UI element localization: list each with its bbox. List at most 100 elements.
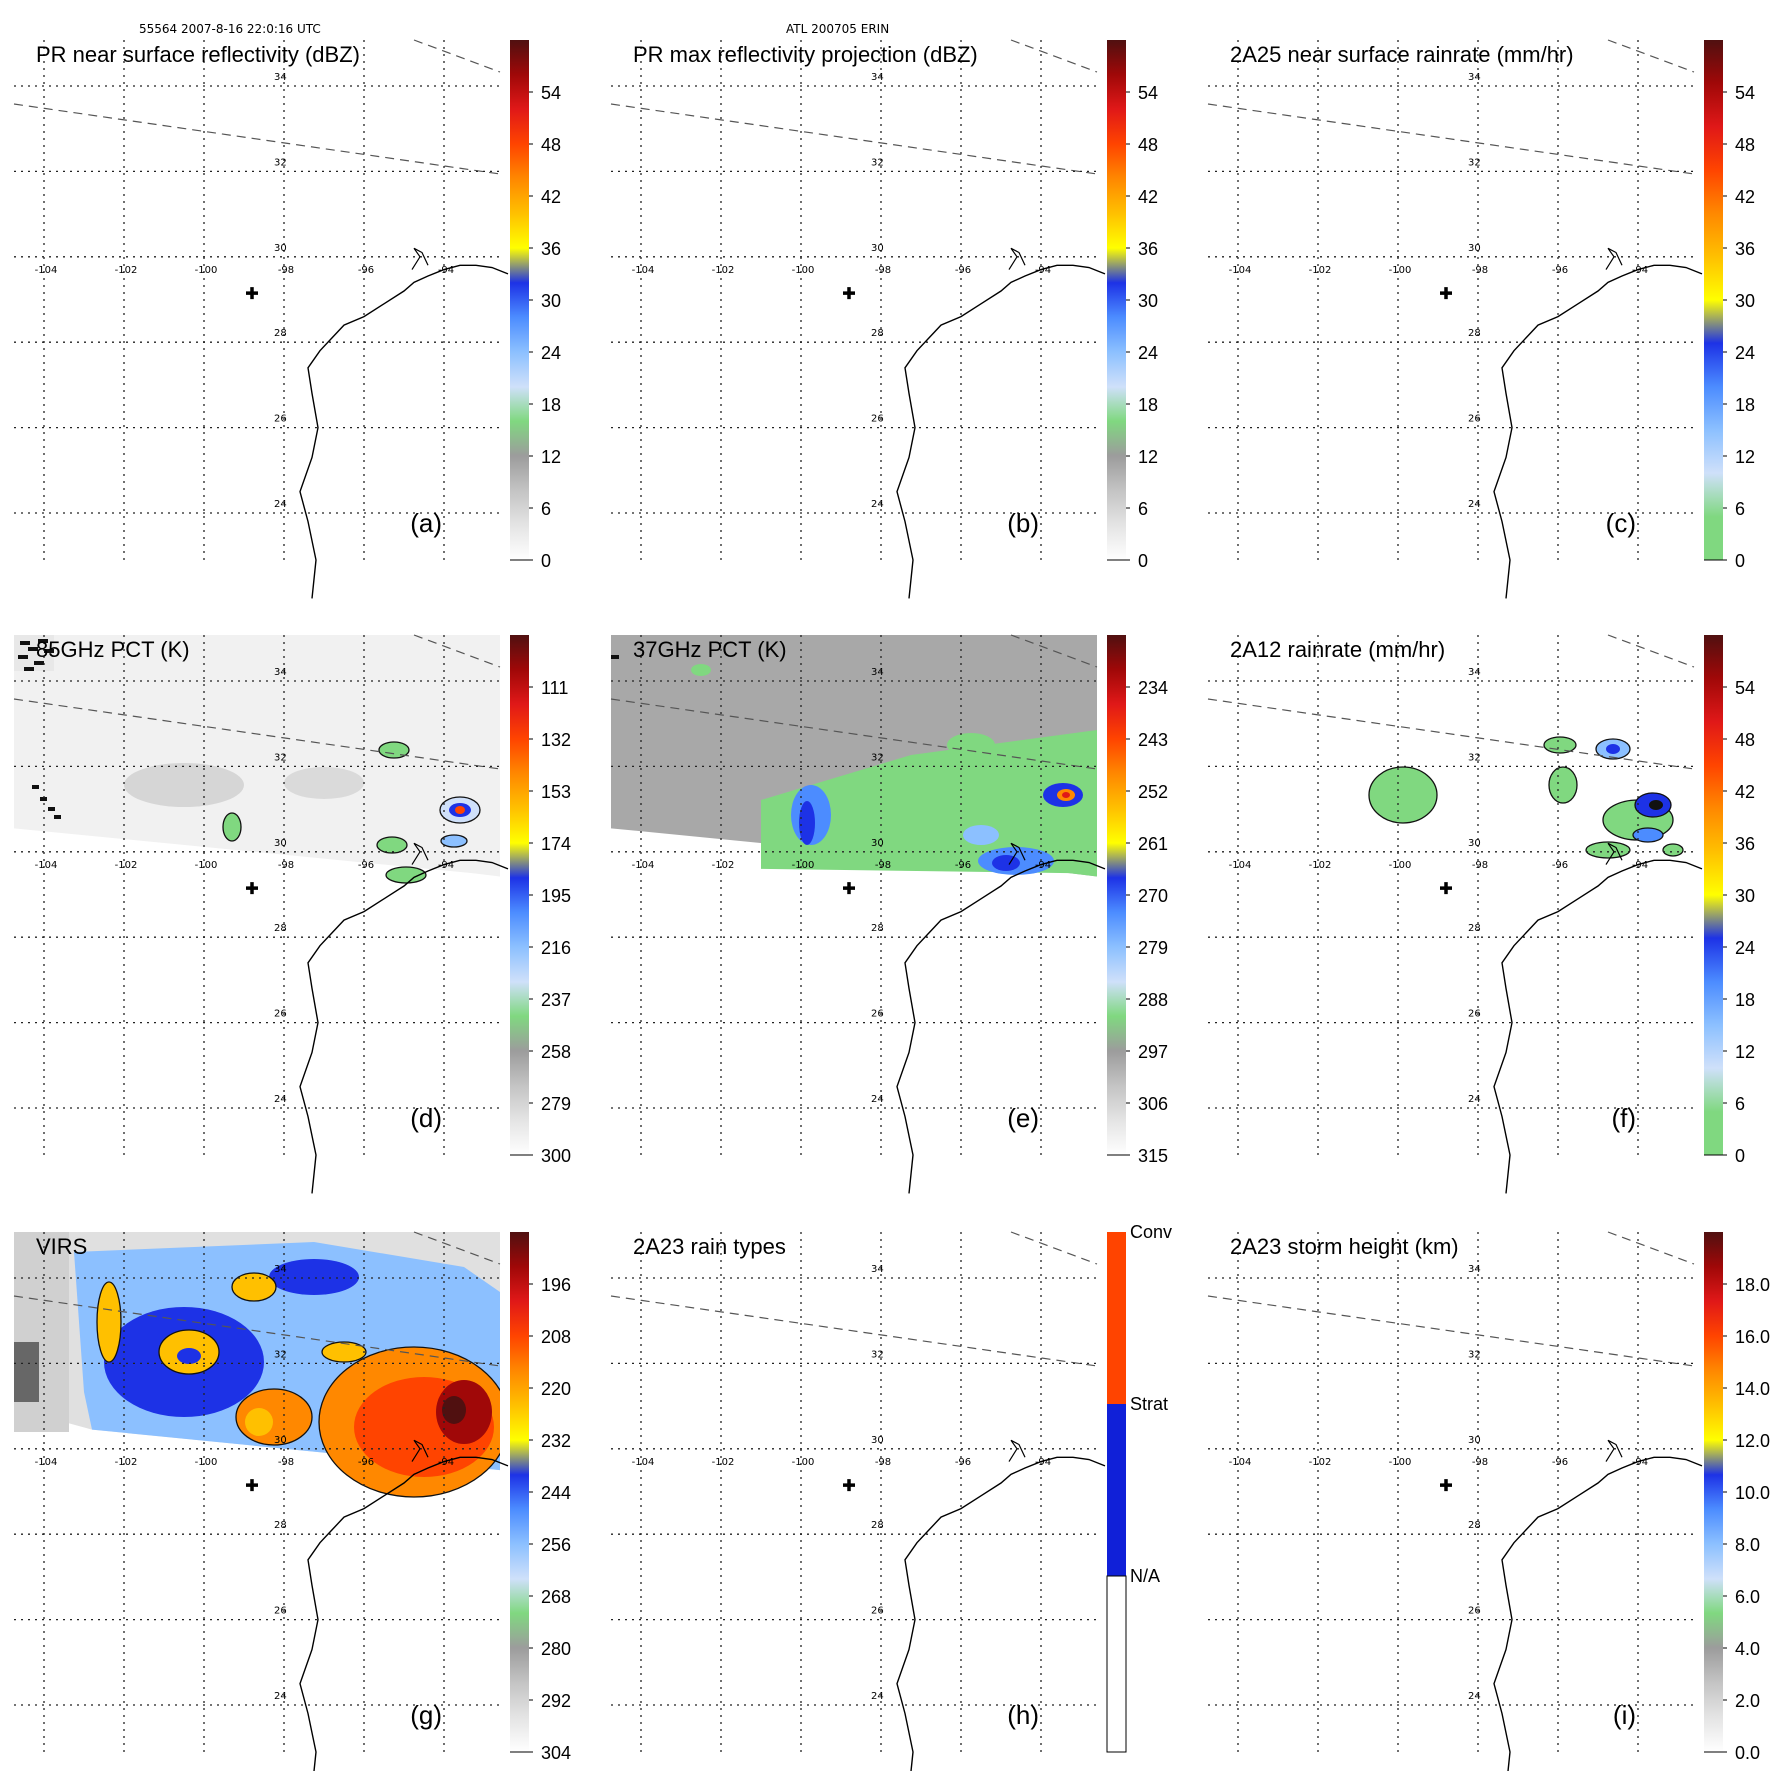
colorbar xyxy=(1704,40,1723,560)
colorbar-tick-label: 243 xyxy=(1138,730,1168,750)
lat-tick-label: 30 xyxy=(1468,243,1481,254)
lon-tick-label: -104 xyxy=(35,860,58,871)
colorbar-conv-segment xyxy=(1107,1232,1126,1404)
panel-letter: (d) xyxy=(410,1103,442,1133)
lat-tick-label: 28 xyxy=(871,923,884,934)
coastline-bay xyxy=(1008,1439,1026,1462)
lat-tick-label: 32 xyxy=(1468,1349,1481,1360)
panel-title: PR near surface reflectivity (dBZ) xyxy=(36,42,360,67)
swath-edge-line xyxy=(1207,103,1695,175)
colorbar-tick-label: 42 xyxy=(541,187,561,207)
colorbar-strat-segment xyxy=(1107,1404,1126,1576)
convective-cell xyxy=(440,834,468,848)
coastline xyxy=(1493,264,1703,599)
lon-tick-label: -94 xyxy=(1632,1457,1648,1468)
lon-tick-label: -100 xyxy=(195,265,218,276)
lon-tick-label: -102 xyxy=(1309,1457,1332,1468)
lon-tick-label: -104 xyxy=(632,1457,655,1468)
lat-tick-label: 32 xyxy=(274,1349,287,1360)
orbit-time-label: 55564 2007-8-16 22:0:16 UTC xyxy=(139,22,321,36)
colorbar-tick-label: 216 xyxy=(541,938,571,958)
colorbar-tick-label: 12 xyxy=(1735,447,1755,467)
lon-tick-label: -104 xyxy=(35,265,58,276)
noise-pixel xyxy=(28,647,38,651)
lon-tick-label: -98 xyxy=(875,860,891,871)
cold-top xyxy=(231,1272,277,1302)
coastline-bay xyxy=(1605,1439,1623,1462)
lon-tick-label: -96 xyxy=(1552,265,1568,276)
panel-title: 2A23 rain types xyxy=(633,1234,786,1259)
colorbar-tick-label: 24 xyxy=(1735,343,1755,363)
lon-tick-label: -98 xyxy=(278,860,294,871)
colorbar-tick-label: 196 xyxy=(541,1275,571,1295)
colorbar-tick-label: 30 xyxy=(1735,291,1755,311)
lon-tick-label: -100 xyxy=(195,1457,218,1468)
noise-pixel xyxy=(48,807,55,811)
colorbar-tick-label: 252 xyxy=(1138,782,1168,802)
colorbar-tick-label: 12.0 xyxy=(1735,1431,1770,1451)
panel-title: 37GHz PCT (K) xyxy=(633,637,787,662)
lon-tick-label: -102 xyxy=(115,860,138,871)
colorbar-tick-label: 279 xyxy=(541,1094,571,1114)
lat-tick-label: 32 xyxy=(274,752,287,763)
lat-tick-label: 26 xyxy=(871,1009,884,1020)
swath-edge-line xyxy=(1010,634,1098,668)
colorbar-tick-label: 54 xyxy=(1735,678,1755,698)
lat-tick-label: 34 xyxy=(274,1264,287,1275)
convective-cell xyxy=(376,836,408,854)
colorbar-tick-label: 30 xyxy=(541,291,561,311)
colorbar-tick-label: 315 xyxy=(1138,1146,1168,1166)
panel-title: 2A25 near surface rainrate (mm/hr) xyxy=(1230,42,1574,67)
colorbar-tick-label: 16.0 xyxy=(1735,1327,1770,1347)
noise-patch xyxy=(14,1342,39,1402)
lat-tick-label: 32 xyxy=(274,157,287,168)
lon-tick-label: -94 xyxy=(1035,860,1051,871)
lon-tick-label: -96 xyxy=(1552,860,1568,871)
colorbar xyxy=(510,40,529,560)
lon-tick-label: -102 xyxy=(712,1457,735,1468)
colorbar-tick-label: 54 xyxy=(1735,83,1755,103)
lon-tick-label: -98 xyxy=(278,1457,294,1468)
colorbar-tick-label: 12 xyxy=(1735,1042,1755,1062)
convective-cell xyxy=(378,741,410,759)
colorbar-tick-label: 220 xyxy=(541,1379,571,1399)
colorbar-tick-label: 36 xyxy=(1138,239,1158,259)
lat-tick-label: 26 xyxy=(871,414,884,425)
lat-tick-label: 24 xyxy=(1468,1094,1481,1105)
colorbar-tick-label: 6 xyxy=(1735,1094,1745,1114)
colorbar-tick-label: 300 xyxy=(541,1146,571,1166)
panel-letter: (i) xyxy=(1613,1700,1636,1730)
colorbar-tick-label: 0 xyxy=(1735,1146,1745,1166)
panel-i: -104 -102 -100 -98 -96 -94 34 32 30 28 26 24 2A23 st… xyxy=(1207,1231,1770,1771)
lon-tick-label: -102 xyxy=(115,1457,138,1468)
panel-letter: (c) xyxy=(1606,508,1636,538)
colorbar-tick-label: 232 xyxy=(541,1431,571,1451)
colorbar xyxy=(1704,1232,1723,1752)
panel-a: -104 -102 -100 -98 -96 -94 34 32 30 28 26 24 PR near… xyxy=(13,39,561,599)
lat-tick-label: 26 xyxy=(274,1009,287,1020)
lon-tick-label: -100 xyxy=(1389,1457,1412,1468)
lat-tick-label: 24 xyxy=(274,1094,287,1105)
colorbar-tick-label: 0 xyxy=(1138,551,1148,571)
lat-tick-label: 34 xyxy=(871,1264,884,1275)
lat-tick-label: 26 xyxy=(1468,1606,1481,1617)
lat-tick-label: 28 xyxy=(1468,923,1481,934)
lon-tick-label: -100 xyxy=(1389,860,1412,871)
colorbar-na-segment xyxy=(1106,1575,1127,1753)
panel-letter: (b) xyxy=(1007,508,1039,538)
swath-edge-line xyxy=(1607,39,1695,73)
rain-area xyxy=(1548,766,1578,804)
panel-title: 85GHz PCT (K) xyxy=(36,637,190,662)
lat-tick-label: 28 xyxy=(274,328,287,339)
lon-tick-label: -100 xyxy=(792,860,815,871)
panel-letter: (f) xyxy=(1611,1103,1636,1133)
lon-tick-label: -102 xyxy=(115,265,138,276)
noise-pixel xyxy=(20,641,30,645)
lon-tick-label: -94 xyxy=(1035,265,1051,276)
colorbar-tick-label: 6 xyxy=(541,499,551,519)
colorbar-tick-label: 208 xyxy=(541,1327,571,1347)
panel-g: -104 -102 -100 -98 -96 -94 34 32 30 28 26 24 VIRS (g)… xyxy=(13,1231,571,1771)
colorbar-tick-label: 48 xyxy=(1138,135,1158,155)
rain-core xyxy=(1606,744,1620,754)
